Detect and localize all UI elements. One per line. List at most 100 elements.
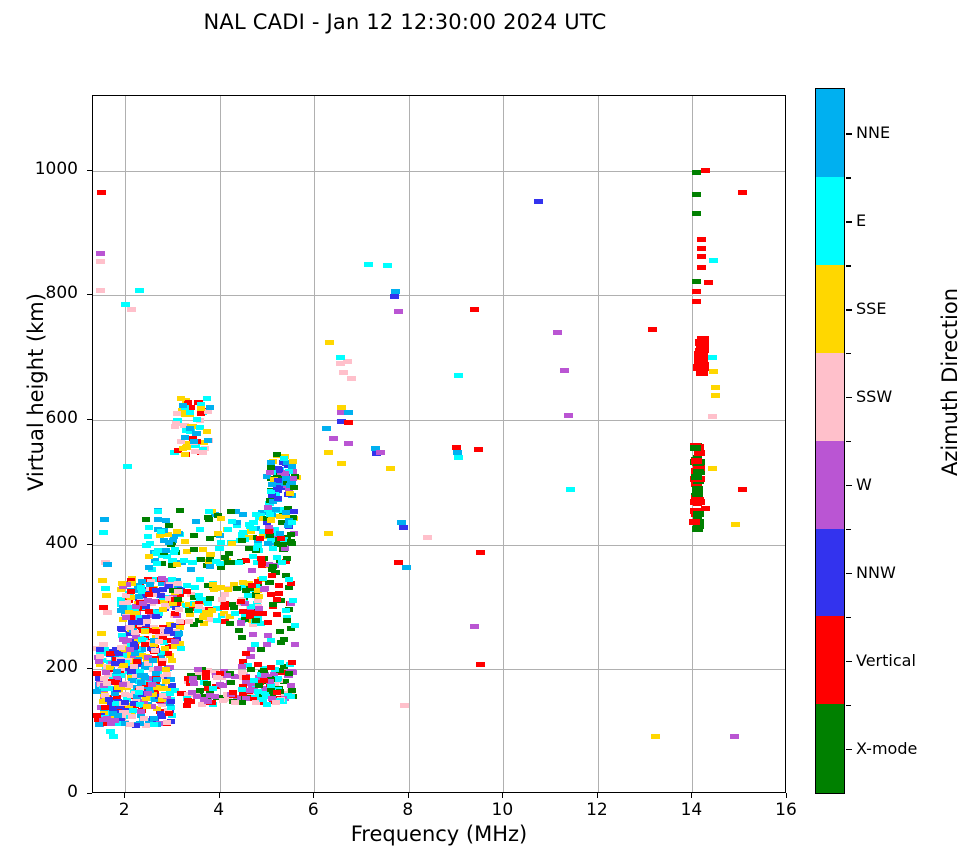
- data-point: [168, 540, 177, 546]
- data-point: [112, 701, 121, 707]
- data-point: [211, 670, 220, 676]
- data-point: [148, 689, 157, 695]
- data-point: [163, 685, 172, 691]
- data-point: [692, 454, 702, 460]
- data-point: [390, 294, 400, 300]
- data-point: [129, 707, 138, 713]
- data-point: [206, 556, 215, 562]
- data-point: [148, 666, 157, 672]
- data-point: [259, 697, 268, 703]
- data-point: [281, 514, 290, 520]
- data-point: [126, 653, 136, 659]
- data-point: [264, 529, 273, 534]
- data-point: [106, 666, 115, 672]
- data-point: [691, 289, 701, 295]
- data-point: [99, 710, 108, 716]
- data-point: [697, 364, 710, 372]
- data-point: [564, 412, 574, 418]
- data-point: [172, 578, 181, 584]
- data-point: [144, 718, 153, 724]
- data-point: [157, 655, 166, 661]
- data-point: [173, 596, 182, 602]
- data-point: [95, 681, 104, 687]
- data-point: [150, 599, 159, 605]
- data-point: [134, 287, 144, 293]
- data-point: [692, 491, 702, 497]
- data-point: [265, 525, 274, 531]
- data-point: [690, 494, 702, 501]
- data-point: [100, 585, 110, 591]
- data-point: [247, 682, 256, 688]
- data-point: [162, 603, 171, 609]
- data-point: [121, 680, 130, 686]
- gridline-horizontal: [93, 544, 785, 546]
- data-point: [212, 618, 221, 624]
- colorbar-boundary-tick: [846, 177, 851, 179]
- data-point: [148, 628, 157, 634]
- data-point: [737, 487, 747, 493]
- data-point: [159, 658, 168, 664]
- data-point: [134, 624, 144, 630]
- data-point: [217, 584, 226, 590]
- data-point: [219, 610, 228, 616]
- data-point: [269, 476, 278, 482]
- data-point: [149, 646, 158, 652]
- data-point: [106, 679, 115, 685]
- data-point: [209, 586, 218, 592]
- data-point: [249, 611, 258, 617]
- data-point: [132, 684, 141, 690]
- data-point: [286, 662, 295, 668]
- data-point: [183, 695, 192, 701]
- data-point: [196, 402, 205, 408]
- colorbar-boundary-tick: [846, 704, 851, 707]
- data-point: [277, 519, 286, 525]
- data-point: [136, 668, 145, 674]
- data-point: [280, 696, 289, 702]
- data-point: [122, 692, 131, 698]
- data-point: [125, 703, 134, 709]
- colorbar-label-x-mode: X-mode: [856, 738, 918, 758]
- data-point: [99, 692, 108, 698]
- data-point: [267, 591, 276, 597]
- data-point: [118, 627, 127, 633]
- data-point: [268, 512, 277, 518]
- data-point: [247, 604, 256, 610]
- data-point: [137, 628, 147, 634]
- data-point: [691, 279, 701, 285]
- data-point: [191, 585, 200, 591]
- data-point: [120, 720, 129, 726]
- data-point: [267, 511, 276, 517]
- data-point: [278, 559, 287, 565]
- data-point: [149, 549, 159, 555]
- data-point: [192, 439, 201, 445]
- data-point: [180, 404, 189, 410]
- data-point: [112, 695, 121, 701]
- data-point: [291, 622, 300, 628]
- x-axis-tick-label: 12: [586, 800, 608, 820]
- data-point: [144, 533, 153, 539]
- data-point: [115, 709, 124, 715]
- data-point: [269, 546, 278, 552]
- data-point: [260, 685, 269, 691]
- data-point: [248, 525, 257, 531]
- data-point: [190, 622, 199, 628]
- data-point: [119, 583, 128, 589]
- data-point: [98, 716, 107, 722]
- data-point: [159, 624, 168, 630]
- data-point: [241, 651, 250, 657]
- data-point: [139, 635, 149, 641]
- data-point: [256, 620, 265, 626]
- data-point: [178, 402, 187, 408]
- data-point: [173, 583, 182, 589]
- data-point: [180, 558, 189, 564]
- data-point: [194, 671, 203, 677]
- colorbar-band-sse: [816, 264, 844, 354]
- data-point: [474, 447, 484, 453]
- data-point: [288, 492, 297, 498]
- data-point: [269, 535, 278, 541]
- data-point: [282, 476, 291, 482]
- data-point: [155, 698, 164, 704]
- data-point: [152, 598, 161, 604]
- data-point: [168, 577, 177, 583]
- data-point: [203, 395, 212, 401]
